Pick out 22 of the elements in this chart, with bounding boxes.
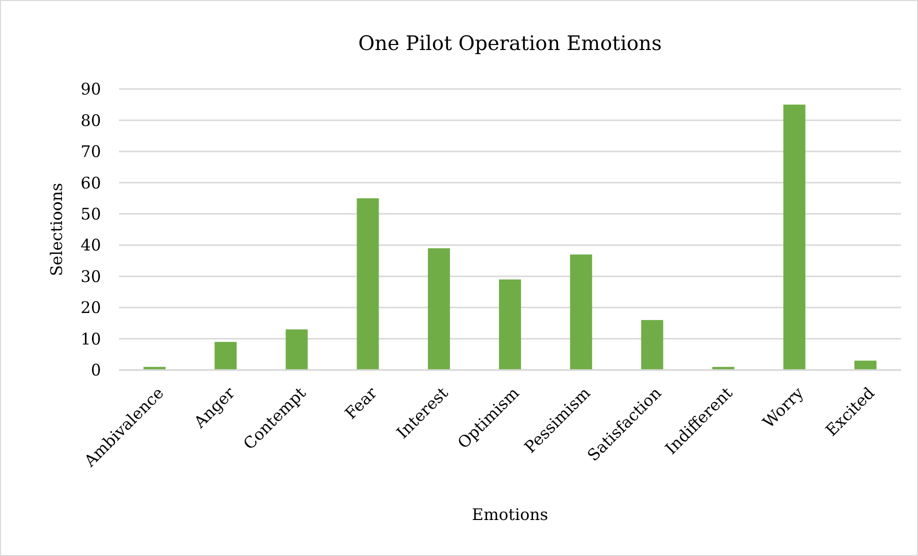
chart-title: One Pilot Operation Emotions	[358, 31, 662, 55]
y-tick-label: 80	[80, 110, 101, 130]
y-axis-title: Selectioons	[47, 182, 66, 276]
y-tick-label: 70	[80, 142, 101, 162]
bar	[428, 248, 450, 370]
bar	[286, 329, 308, 370]
y-tick-label: 90	[80, 80, 101, 99]
x-axis-title: Emotions	[472, 505, 548, 524]
y-tick-label: 10	[80, 329, 101, 348]
bar	[641, 320, 664, 370]
bar	[214, 342, 237, 370]
bar	[498, 279, 522, 370]
bar	[356, 198, 379, 370]
y-tick-label: 0	[90, 360, 101, 380]
y-tick-label: 50	[80, 204, 101, 224]
y-tick-label: 30	[80, 266, 101, 286]
y-tick-label: 40	[80, 236, 101, 255]
bar	[783, 104, 806, 370]
bar	[570, 254, 592, 370]
y-tick-label: 60	[80, 173, 101, 192]
y-tick-label: 20	[80, 298, 101, 318]
bar	[854, 360, 876, 370]
